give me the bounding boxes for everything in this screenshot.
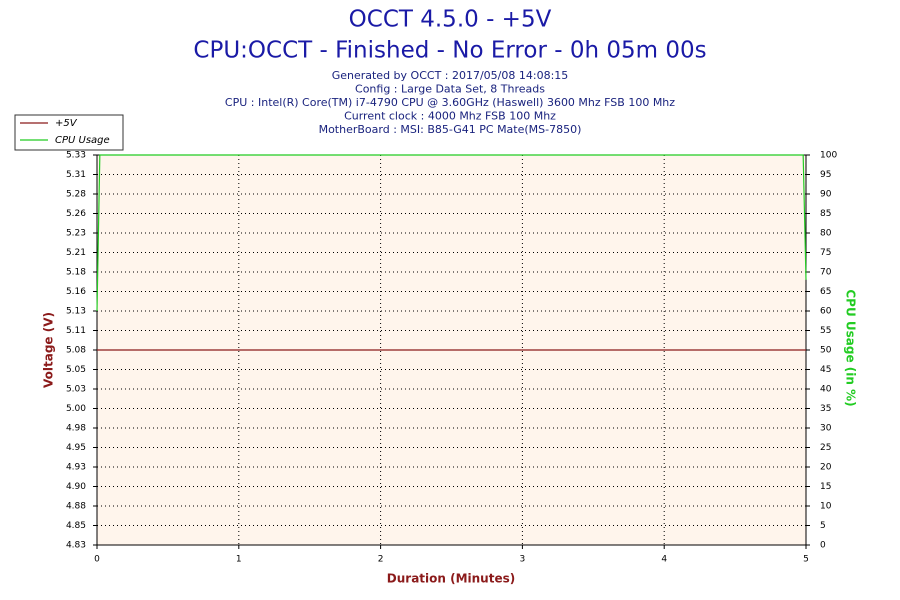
info-line: Config : Large Data Set, 8 Threads <box>355 83 545 96</box>
info-line: Generated by OCCT : 2017/05/08 14:08:15 <box>332 69 569 82</box>
y-tick-label: 4.88 <box>66 502 86 512</box>
y-axis-title: Voltage (V) <box>42 312 56 388</box>
y2-tick-label: 45 <box>820 365 831 375</box>
y2-tick-label: 75 <box>820 248 831 258</box>
y-tick-label: 5.33 <box>66 151 86 161</box>
y-tick-label: 4.90 <box>66 482 86 492</box>
legend-label: CPU Usage <box>55 135 110 146</box>
y-tick-label: 4.85 <box>66 521 86 531</box>
y2-tick-label: 55 <box>820 326 831 336</box>
y2-tick-label: 25 <box>820 443 831 453</box>
y2-tick-label: 85 <box>820 209 831 219</box>
y2-tick-label: 95 <box>820 170 831 180</box>
y2-tick-label: 10 <box>820 502 832 512</box>
y2-tick-label: 100 <box>820 151 837 161</box>
chart-subtitle: CPU:OCCT - Finished - No Error - 0h 05m … <box>193 38 706 64</box>
y-tick-label: 5.28 <box>66 190 86 200</box>
y-tick-label: 5.31 <box>66 170 86 180</box>
y2-tick-label: 0 <box>820 541 826 551</box>
x-tick-label: 0 <box>94 555 100 565</box>
chart-title: OCCT 4.5.0 - +5V <box>349 7 552 33</box>
y2-tick-label: 60 <box>820 307 832 317</box>
y2-tick-label: 15 <box>820 482 831 492</box>
series-line <box>96 154 807 312</box>
y-tick-label: 5.16 <box>66 287 86 297</box>
y-tick-label: 4.83 <box>66 541 86 551</box>
x-axis-title: Duration (Minutes) <box>387 572 515 586</box>
legend-box <box>14 114 124 151</box>
y-tick-label: 5.05 <box>66 365 86 375</box>
y-tick-label: 4.95 <box>66 443 86 453</box>
y2-tick-label: 50 <box>820 346 832 356</box>
y2-tick-label: 20 <box>820 463 832 473</box>
y-tick-label: 5.18 <box>66 268 86 278</box>
x-tick-label: 4 <box>661 555 667 565</box>
y-tick-label: 5.21 <box>66 248 86 258</box>
x-tick-label: 3 <box>520 555 526 565</box>
y-tick-label: 5.13 <box>66 307 86 317</box>
info-line: MotherBoard : MSI: B85-G41 PC Mate(MS-78… <box>319 123 582 136</box>
legend-label: +5V <box>55 118 78 129</box>
y2-tick-label: 35 <box>820 404 831 414</box>
y2-tick-label: 40 <box>820 385 832 395</box>
y2-tick-label: 80 <box>820 229 832 239</box>
y-tick-label: 4.98 <box>66 424 86 434</box>
y2-tick-label: 5 <box>820 521 826 531</box>
y2-tick-label: 70 <box>820 268 832 278</box>
y2-axis-title: CPU Usage (in %) <box>844 289 858 406</box>
y2-tick-label: 65 <box>820 287 831 297</box>
y-tick-label: 5.00 <box>66 404 86 414</box>
y-tick-label: 5.03 <box>66 385 86 395</box>
y-tick-label: 5.23 <box>66 229 86 239</box>
y-tick-label: 4.93 <box>66 463 86 473</box>
y2-tick-label: 30 <box>820 424 832 434</box>
x-tick-label: 2 <box>378 555 384 565</box>
x-tick-label: 1 <box>236 555 242 565</box>
y2-tick-label: 90 <box>820 190 832 200</box>
x-tick-label: 5 <box>803 555 809 565</box>
info-line: CPU : Intel(R) Core(TM) i7-4790 CPU @ 3.… <box>225 96 675 109</box>
y-tick-label: 5.08 <box>66 346 86 356</box>
y-tick-label: 5.11 <box>66 326 86 336</box>
info-line: Current clock : 4000 Mhz FSB 100 Mhz <box>344 110 556 123</box>
y-tick-label: 5.26 <box>66 209 86 219</box>
